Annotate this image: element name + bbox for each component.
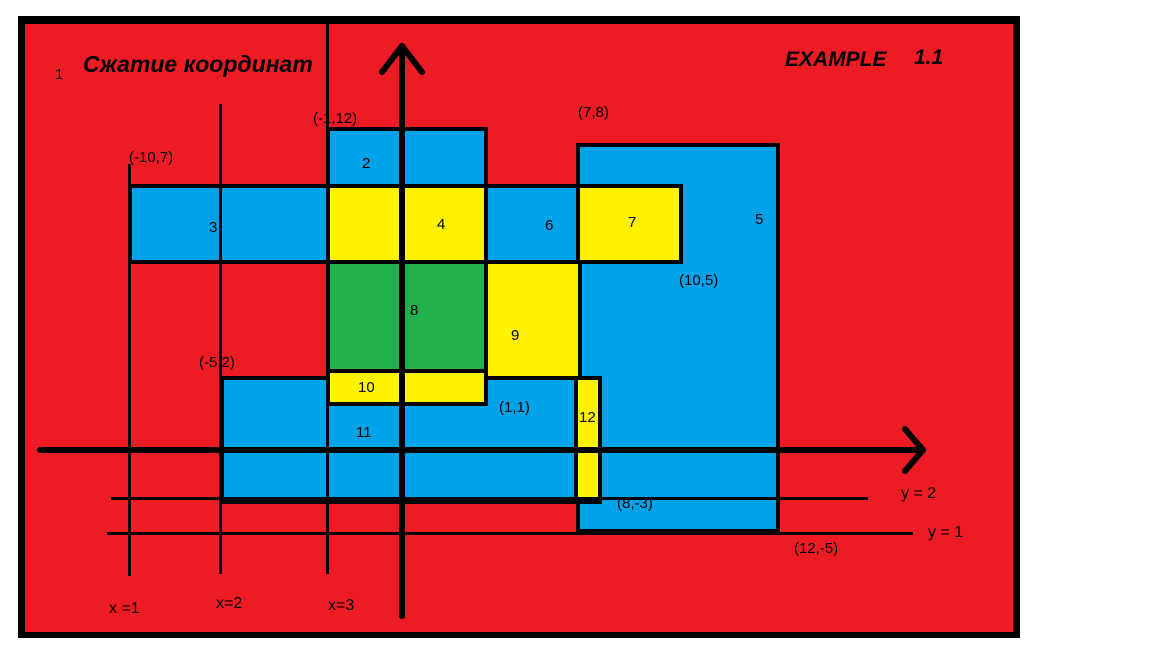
region-label-5: 5: [755, 211, 764, 228]
region-label-3: 3: [209, 219, 218, 236]
point-label-1-1: (1,1): [499, 399, 530, 416]
line-x1: [128, 164, 131, 576]
diagram-canvas: Сжатие координат EXAMPLE 1.1 1 2 3 4 5 6…: [25, 24, 1013, 632]
line-x3: [326, 24, 329, 574]
line-label-x1: x =1: [109, 600, 140, 617]
region-9-rect: [484, 260, 582, 380]
x-axis: [37, 426, 926, 474]
region-label-12: 12: [579, 409, 596, 426]
point-label-m10-7: (-10,7): [129, 149, 174, 166]
line-label-y2: y = 2: [901, 485, 937, 502]
line-label-x3: x=3: [328, 597, 355, 614]
region-label-4: 4: [437, 216, 446, 233]
point-label-m1-12: (-1,12): [313, 110, 358, 127]
y-axis-arrowhead: [379, 43, 425, 75]
region-label-11: 11: [356, 424, 372, 441]
point-label-12-m5: (12,-5): [794, 540, 839, 557]
line-label-y1: y = 1: [928, 524, 964, 541]
region-label-6: 6: [545, 217, 554, 234]
point-label-m5-2: (-5,2): [199, 354, 235, 371]
region-12-rect: [574, 376, 602, 504]
region-label-2: 2: [362, 155, 371, 172]
region-label-9: 9: [511, 327, 520, 344]
coordinate-axes: [37, 43, 926, 619]
region-11-rect: [220, 376, 602, 504]
region-label-8: 8: [410, 302, 419, 319]
region-8-rect: [326, 260, 488, 373]
region-label-10: 10: [358, 379, 375, 396]
y-axis: [379, 43, 425, 619]
line-x2: [219, 104, 222, 574]
example-label: EXAMPLE: [785, 48, 887, 71]
line-y2: [111, 497, 868, 500]
line-label-x2: x=2: [216, 595, 243, 612]
corner-number: 1: [55, 66, 64, 83]
region-label-7: 7: [628, 214, 637, 231]
example-number: 1.1: [914, 46, 944, 69]
diagram-title: Сжатие координат: [83, 51, 313, 77]
region-7-rect: [576, 184, 683, 264]
point-label-7-8: (7,8): [578, 104, 609, 121]
point-label-8-m3: (8,-3): [617, 495, 653, 512]
line-y1: [107, 532, 913, 535]
point-label-10-5: (10,5): [679, 272, 719, 289]
x-axis-arrowhead: [902, 426, 926, 474]
